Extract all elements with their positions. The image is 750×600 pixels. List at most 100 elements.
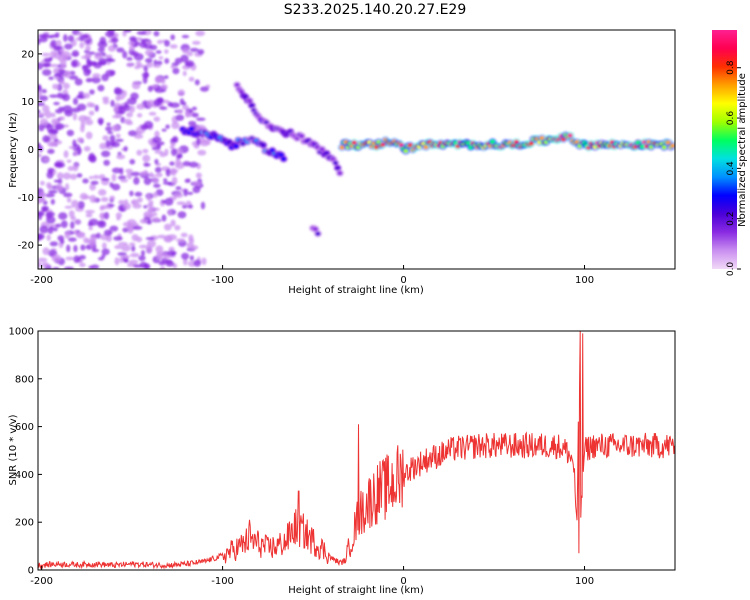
heatmap-cell	[158, 55, 164, 60]
heatmap-cell	[73, 255, 81, 264]
heatmap-cell	[46, 171, 54, 179]
heatmap-cell	[76, 173, 83, 178]
heatmap-cell	[46, 123, 54, 132]
heatmap-cell	[169, 161, 175, 166]
snr-x-tick-label: 100	[575, 576, 594, 587]
heatmap-cell	[152, 216, 160, 222]
heatmap-cell	[149, 44, 158, 51]
snr-x-tick-label: -200	[30, 576, 53, 587]
heatmap-cell	[102, 96, 110, 101]
heatmap-cell	[174, 224, 181, 231]
heatmap-cell	[88, 226, 93, 231]
heatmap-cell	[171, 176, 178, 185]
heatmap-cell	[38, 38, 41, 45]
heatmap-cell	[122, 50, 128, 59]
heatmap-cell	[74, 78, 83, 86]
heatmap-cell	[65, 183, 70, 191]
snr-x-tick-label: -100	[211, 576, 234, 587]
heatmap-cell	[42, 135, 51, 143]
heatmap-cell	[79, 192, 88, 200]
heatmap-cell	[185, 62, 192, 66]
heatmap-cell	[154, 130, 160, 138]
heatmap-cell	[189, 255, 194, 261]
heatmap-cell	[89, 89, 95, 95]
heatmap-y-tick-label: 10	[21, 97, 34, 108]
heatmap-cell	[143, 170, 148, 176]
heatmap-cell	[111, 173, 117, 182]
heatmap-cell	[88, 51, 96, 55]
heatmap-cell	[68, 75, 79, 80]
heatmap-cell	[182, 48, 190, 54]
heatmap-cell	[47, 34, 54, 39]
heatmap-cell	[48, 133, 58, 140]
heatmap-cell	[403, 148, 409, 153]
heatmap-cell	[176, 201, 186, 206]
heatmap-cell	[54, 32, 60, 38]
snr-y-tick-label: 400	[15, 470, 34, 481]
heatmap-cell	[39, 225, 49, 234]
heatmap-cell	[38, 153, 42, 158]
heatmap-cell	[187, 191, 194, 196]
heatmap-cell	[71, 199, 79, 208]
heatmap-cell	[76, 137, 84, 143]
heatmap-cell	[423, 145, 429, 150]
heatmap-cell	[38, 261, 42, 269]
heatmap-cell	[49, 94, 59, 98]
heatmap-cell	[77, 200, 85, 209]
heatmap-cell	[107, 203, 115, 208]
heatmap-cell	[335, 165, 341, 170]
heatmap-cell	[58, 116, 65, 121]
heatmap-cell	[147, 85, 154, 92]
heatmap-cell	[110, 99, 115, 107]
heatmap-cell	[101, 248, 110, 256]
heatmap-cell	[128, 259, 139, 265]
heatmap-cell	[160, 77, 166, 84]
snr-y-tick-label: 800	[15, 374, 34, 385]
heatmap-cell	[129, 105, 136, 113]
heatmap-cell	[116, 154, 126, 160]
heatmap-cell	[57, 178, 63, 185]
heatmap-cell	[52, 83, 60, 90]
heatmap-cell	[39, 180, 45, 186]
heatmap-cell	[78, 255, 86, 260]
heatmap-cell	[48, 189, 58, 194]
heatmap-cell	[79, 124, 85, 133]
heatmap-cell	[68, 145, 76, 149]
heatmap-cell	[161, 128, 167, 132]
heatmap-cell	[89, 195, 97, 203]
heatmap-cell	[119, 167, 124, 175]
heatmap-cell	[71, 107, 81, 113]
heatmap-cell	[86, 102, 94, 108]
heatmap-cell	[140, 249, 146, 257]
heatmap-cell	[153, 99, 162, 107]
heatmap-cell	[148, 200, 154, 206]
heatmap-cell	[184, 178, 191, 183]
heatmap-cell	[153, 116, 161, 122]
heatmap-cell	[192, 181, 201, 187]
heatmap-cell	[82, 92, 91, 99]
heatmap-cell	[164, 58, 170, 64]
heatmap-cell	[156, 60, 163, 66]
heatmap-cell	[41, 88, 47, 94]
heatmap-cell	[143, 162, 151, 167]
heatmap-cell	[170, 148, 178, 157]
heatmap-cell	[60, 220, 68, 229]
heatmap-cell	[115, 212, 122, 219]
heatmap-cell	[107, 131, 114, 135]
heatmap-cell	[87, 155, 96, 162]
heatmap-cell	[339, 145, 345, 150]
heatmap-cell	[170, 34, 176, 41]
heatmap-cell	[126, 219, 137, 226]
heatmap-cell	[567, 133, 573, 138]
colorbar-label: Normalized spectral amplitude	[737, 73, 748, 227]
snr-y-tick-label: 600	[15, 422, 34, 433]
heatmap-cell	[171, 121, 180, 130]
heatmap-cell	[136, 64, 146, 68]
heatmap-cell	[46, 182, 52, 189]
heatmap-cell	[661, 145, 667, 150]
heatmap-cell	[337, 171, 343, 176]
heatmap-cell	[133, 134, 144, 139]
heatmap-cell	[123, 30, 132, 33]
heatmap-blobs	[38, 30, 675, 269]
